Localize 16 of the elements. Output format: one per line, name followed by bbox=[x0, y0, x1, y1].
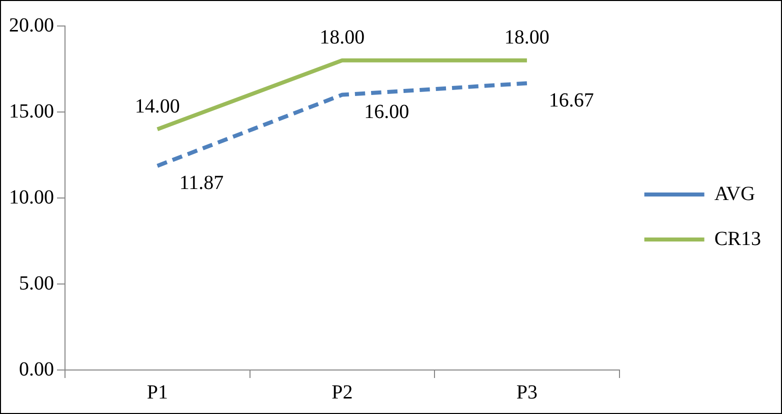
x-tick-label: P2 bbox=[332, 381, 353, 404]
data-label: 11.87 bbox=[179, 172, 224, 194]
x-tick-label: P3 bbox=[516, 381, 538, 404]
data-label: 14.00 bbox=[134, 95, 180, 118]
y-tick-label: 0.00 bbox=[19, 358, 54, 380]
y-tick-label: 20.00 bbox=[9, 14, 54, 36]
legend-label: AVG bbox=[714, 182, 756, 205]
legend-label: CR13 bbox=[714, 228, 762, 250]
data-label: 16.00 bbox=[364, 101, 410, 124]
y-tick-label: 5.00 bbox=[19, 272, 54, 294]
data-label: 18.00 bbox=[504, 26, 550, 49]
y-tick-label: 10.00 bbox=[9, 186, 54, 208]
data-label: 16.67 bbox=[548, 90, 594, 112]
x-tick-label: P1 bbox=[146, 381, 168, 404]
data-label: 18.00 bbox=[320, 26, 365, 49]
y-tick-label: 15.00 bbox=[9, 100, 54, 122]
